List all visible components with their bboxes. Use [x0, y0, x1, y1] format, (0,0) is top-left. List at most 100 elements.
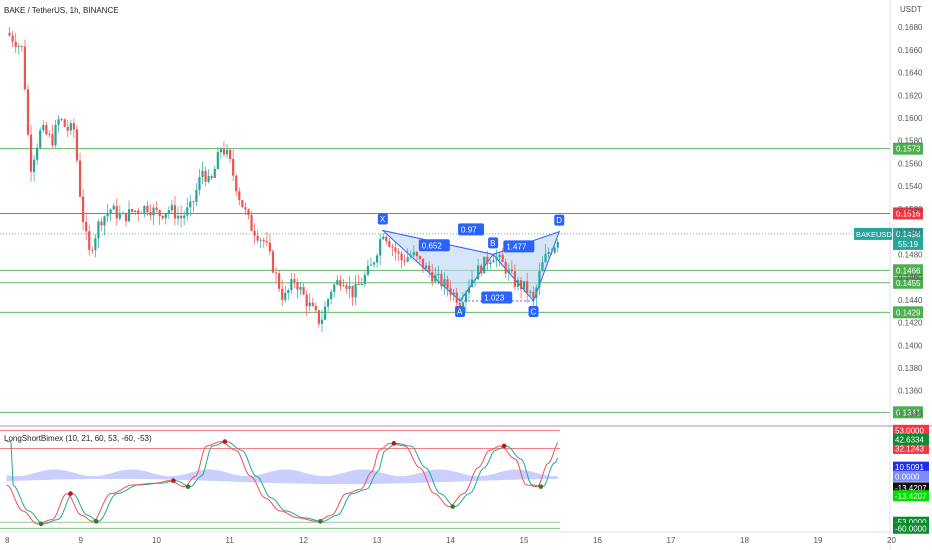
candle-body	[20, 46, 23, 47]
candle-body	[516, 280, 520, 287]
candle-body	[238, 191, 241, 201]
candle-body	[155, 207, 158, 211]
last-price-label: 0.1498	[896, 230, 921, 239]
x-tick-label: 18	[740, 536, 749, 545]
candle-body	[91, 249, 94, 251]
oscillator-buy-dot	[185, 484, 191, 489]
candle-body	[192, 201, 195, 203]
candle-body	[106, 212, 109, 217]
candle-body	[112, 205, 115, 210]
candle-body	[299, 286, 302, 290]
candle-body	[522, 281, 526, 290]
candle-body	[137, 210, 140, 214]
candle-body	[204, 170, 207, 182]
pattern-ratio-tag	[458, 223, 485, 236]
oscillator-level-tag	[893, 516, 929, 528]
candle-body	[354, 283, 357, 298]
oscillator-level-label: 53.0000	[895, 426, 924, 435]
pattern-point-tag	[554, 214, 565, 226]
y-tick-label: 0.1580	[898, 137, 923, 146]
candle-body	[372, 262, 376, 265]
candle-body	[480, 265, 483, 274]
pattern-point-label: C	[531, 307, 537, 316]
candle-body	[382, 236, 385, 240]
candle-body	[100, 221, 103, 226]
candle-body	[54, 124, 57, 146]
oscillator-buy-dot	[93, 519, 99, 524]
candle-body	[143, 205, 146, 214]
candle-body	[526, 281, 529, 293]
axis-layer: 0.16800.16600.16400.16200.16000.15800.15…	[5, 23, 923, 545]
candle-body	[170, 205, 174, 211]
candle-body	[210, 176, 213, 179]
oscillator-value-label: 0.0000	[895, 472, 920, 481]
candle-body	[161, 216, 164, 219]
candle-body	[207, 176, 210, 182]
candle-body	[440, 273, 443, 287]
y-tick-label: 0.1500	[898, 228, 923, 237]
candle-body	[259, 239, 262, 241]
candle-body	[173, 205, 177, 219]
candle-body	[36, 147, 39, 160]
y-tick-label: 0.1480	[898, 250, 923, 259]
candle-body	[103, 216, 106, 226]
oscillator-fast-line	[6, 441, 559, 525]
candle-body	[23, 46, 27, 90]
candle-body	[418, 256, 422, 259]
candle-body	[363, 274, 366, 284]
candle-body	[412, 252, 415, 256]
last-price-tag	[893, 227, 923, 250]
level-label: 0.1573	[896, 145, 921, 154]
candle-body	[317, 310, 321, 324]
oscillator-buy-dot	[450, 504, 455, 509]
oscillator-sell-dot	[68, 491, 73, 496]
candle-body	[461, 302, 464, 307]
candle-body	[253, 230, 256, 236]
oscillator-value-label: -13.4207	[895, 492, 927, 501]
y-tick-label: 0.1560	[898, 159, 923, 168]
candle-body	[302, 286, 305, 295]
candle-body	[415, 252, 419, 257]
oscillator-value-tag	[893, 490, 929, 502]
pattern-ratio-tag	[481, 291, 513, 304]
candle-body	[532, 291, 535, 298]
oscillator-layer: LongShortBimex (10, 21, 60, 53, -60, -53…	[0, 424, 929, 534]
candle-body	[60, 119, 63, 121]
candle-body	[78, 160, 82, 197]
candle-body	[81, 196, 85, 222]
candle-body	[498, 254, 501, 258]
candle-body	[164, 213, 167, 219]
candle-body	[45, 125, 48, 135]
candle-body	[544, 254, 547, 263]
candle-body	[183, 215, 186, 219]
x-tick-label: 14	[446, 536, 455, 545]
candle-body	[39, 130, 42, 148]
x-tick-label: 8	[5, 536, 10, 545]
candle-body	[48, 134, 51, 135]
candle-body	[121, 212, 125, 215]
candle-body	[409, 255, 412, 258]
candle-body	[348, 285, 351, 289]
oscillator-sell-dot	[171, 478, 176, 483]
pattern-ratio-label: 0.97	[461, 225, 477, 234]
candle-body	[281, 288, 284, 300]
oscillator-sell-dot	[501, 443, 507, 449]
oscillator-buy-dot	[538, 484, 544, 489]
level-tag	[893, 306, 923, 319]
pattern-ratio-label: 1.477	[506, 242, 527, 251]
level-label: 0.1455	[896, 279, 921, 288]
level-label: 0.1429	[896, 308, 921, 317]
oscillator-value-label: 10.5091	[895, 463, 924, 472]
candle-body	[431, 271, 434, 282]
candle-body	[265, 241, 268, 243]
oscillator-level-label: -60.0000	[895, 524, 927, 533]
oscillator-level-tag	[893, 522, 929, 534]
x-tick-label: 11	[226, 536, 235, 545]
candle-body	[124, 212, 128, 222]
candle-body	[495, 257, 498, 261]
level-tag	[893, 264, 923, 277]
candle-body	[8, 32, 11, 36]
candle-body	[195, 190, 198, 203]
